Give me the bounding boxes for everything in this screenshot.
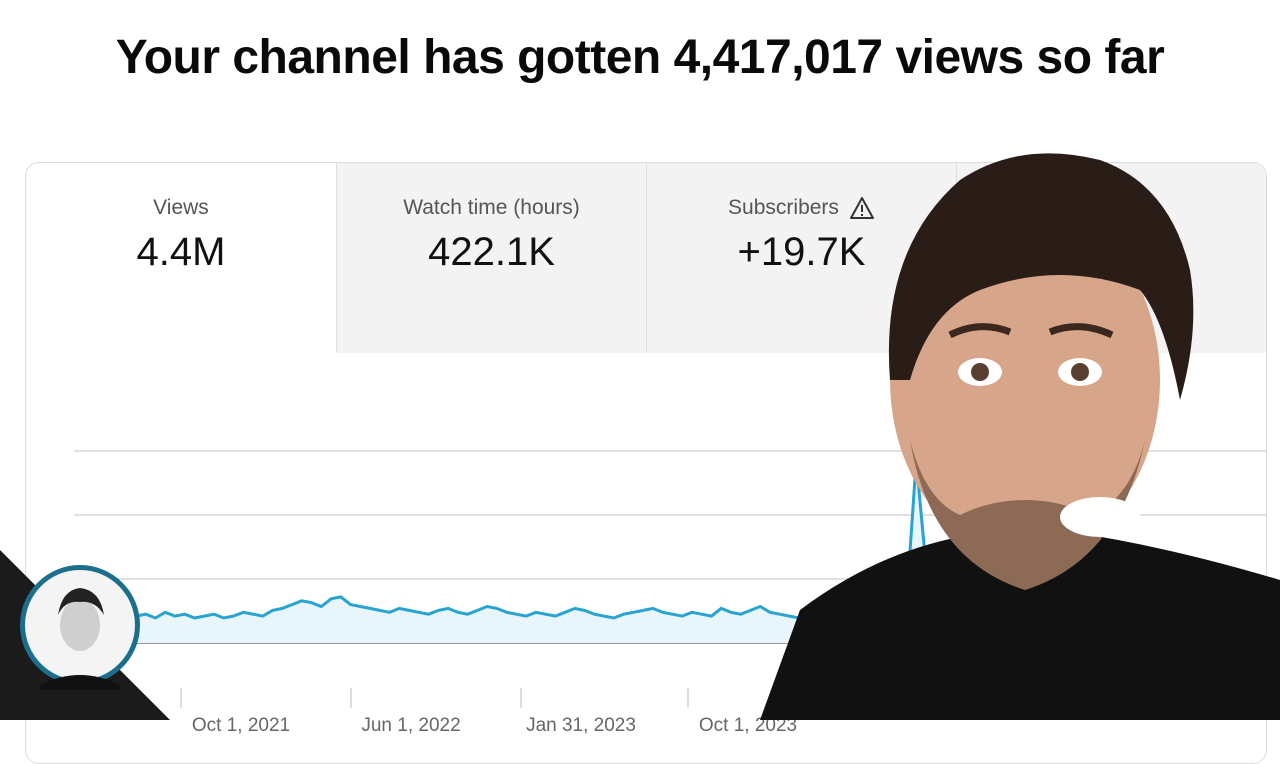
page-title: Your channel has gotten 4,417,017 views …: [115, 31, 1165, 84]
channel-avatar: [0, 550, 170, 720]
metric-value-views: 4.4M: [136, 230, 226, 274]
metric-value-subscribers: +19.7K: [737, 230, 866, 274]
x-axis-ticks: Oct 1, 2021 Jun 1, 2022 Jan 31, 2023 Oct 1,…: [180, 688, 797, 736]
metric-label-views: Views: [153, 196, 209, 219]
metric-label-watch-time: Watch time (hours): [403, 196, 580, 219]
metric-label-subscribers: Subscribers: [728, 196, 839, 219]
warning-icon[interactable]: [849, 196, 875, 220]
x-tick-label: Jun 1, 2022: [361, 715, 460, 736]
x-tick-label: Oct 1, 2021: [192, 715, 290, 736]
tab-watch-time[interactable]: Watch time (hours) 422.1K: [336, 163, 646, 353]
metric-value-watch-time: 422.1K: [428, 230, 555, 274]
presenter-overlay: [760, 153, 1280, 720]
tab-views[interactable]: Views 4.4M: [26, 163, 336, 353]
views-line: [135, 460, 928, 620]
x-tick-label: Jan 31, 2023: [526, 715, 636, 736]
